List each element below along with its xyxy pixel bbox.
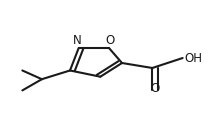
- Text: O: O: [106, 34, 115, 47]
- Text: OH: OH: [185, 52, 203, 65]
- Text: N: N: [73, 34, 82, 47]
- Text: O: O: [150, 82, 160, 95]
